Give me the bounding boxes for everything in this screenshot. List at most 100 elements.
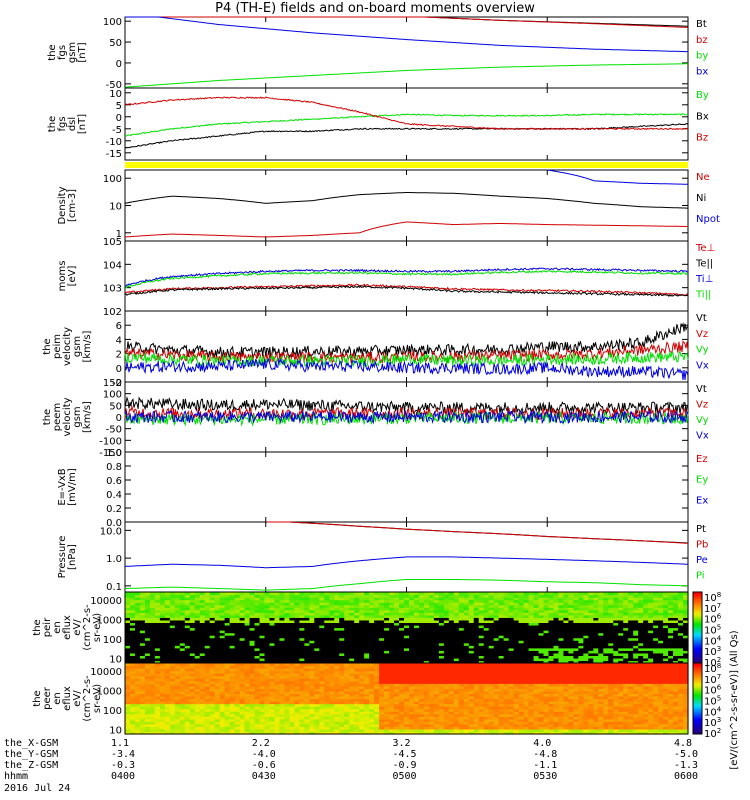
heatmap-cell <box>389 602 395 606</box>
heatmap-cell <box>394 624 400 629</box>
heatmap-cell <box>244 627 251 631</box>
heatmap-cell <box>418 597 425 601</box>
heatmap-cell <box>568 604 574 608</box>
heatmap-cell <box>678 609 684 613</box>
heatmap-cell <box>219 675 226 679</box>
heatmap-cell <box>294 607 300 611</box>
heatmap-cell <box>458 627 465 631</box>
heatmap-cell <box>643 657 649 662</box>
heatmap-cell <box>154 660 161 664</box>
heatmap-cell <box>643 635 649 639</box>
figure-title: P4 (TH-E) fields and on-board moments ov… <box>215 1 535 16</box>
heatmap-cell <box>179 731 186 735</box>
heatmap-cell <box>533 614 540 618</box>
heatmap-cell <box>249 627 256 631</box>
heatmap-cell <box>374 597 380 601</box>
heatmap-cell <box>279 647 286 651</box>
heatmap-cell <box>438 624 445 629</box>
heatmap-cell <box>598 637 604 641</box>
heatmap-cell <box>159 594 166 598</box>
heatmap-cell <box>339 708 345 712</box>
heatmap-cell <box>269 640 276 644</box>
heatmap-cell <box>239 630 246 634</box>
heatmap-cell <box>189 728 196 733</box>
heatmap-cell <box>448 614 455 618</box>
heatmap-cell <box>259 650 266 654</box>
heatmap-cell <box>339 635 345 639</box>
heatmap-cell <box>179 632 186 636</box>
heatmap-cell <box>179 701 186 705</box>
heatmap-cell <box>638 612 644 616</box>
heatmap-cell <box>299 675 305 679</box>
heatmap-cell <box>384 619 390 624</box>
heatmap-cell <box>404 652 410 656</box>
heatmap-cell <box>498 647 505 651</box>
heatmap-cell <box>438 632 445 636</box>
heatmap-cell <box>254 645 261 649</box>
heatmap-cell <box>125 652 131 656</box>
heatmap-cell <box>633 607 639 611</box>
heatmap-cell <box>199 652 206 656</box>
heatmap-cell <box>229 602 236 606</box>
heatmap-cell <box>279 617 286 621</box>
heatmap-cell <box>184 650 191 654</box>
heatmap-cell <box>249 711 256 715</box>
heatmap-cell <box>678 630 684 634</box>
heatmap-cell <box>653 599 659 603</box>
heatmap-cell <box>463 597 470 601</box>
heatmap-cell <box>314 711 320 715</box>
heatmap-cell <box>164 680 171 684</box>
y-axis-label: en <box>52 692 63 705</box>
y-tick-label: 50 <box>109 38 122 49</box>
y-tick-label: 100 <box>103 706 122 717</box>
heatmap-cell <box>154 701 161 705</box>
heatmap-cell <box>239 703 246 707</box>
heatmap-cell <box>249 665 256 669</box>
heatmap-cell <box>169 655 176 659</box>
heatmap-cell <box>359 663 365 667</box>
heatmap-cell <box>523 619 530 624</box>
heatmap-cell <box>219 619 226 624</box>
heatmap-cell <box>244 630 251 634</box>
heatmap-cell <box>169 728 176 733</box>
heatmap-cell <box>548 599 555 603</box>
heatmap-cell <box>643 599 649 603</box>
heatmap-cell <box>558 597 565 601</box>
heatmap-cell <box>234 645 241 649</box>
heatmap-cell <box>334 713 340 717</box>
heatmap-cell <box>249 594 256 598</box>
heatmap-cell <box>364 688 370 692</box>
heatmap-cell <box>309 668 315 672</box>
heatmap-cell <box>259 706 266 710</box>
heatmap-cell <box>279 604 286 608</box>
heatmap-cell <box>513 612 520 616</box>
heatmap-cell <box>379 660 385 664</box>
heatmap-cell <box>563 635 570 639</box>
heatmap-cell <box>558 647 565 651</box>
heatmap-cell <box>219 599 226 603</box>
heatmap-cell <box>244 607 251 611</box>
heatmap-cell <box>219 617 226 621</box>
heatmap-cell <box>404 630 410 634</box>
heatmap-cell <box>199 673 206 677</box>
heatmap-cell <box>279 718 286 722</box>
heatmap-cell <box>613 630 619 634</box>
heatmap-cell <box>194 726 201 730</box>
heatmap-cell <box>354 728 360 733</box>
heatmap-cell <box>618 619 624 624</box>
heatmap-cell <box>199 716 206 720</box>
heatmap-cell <box>264 716 271 720</box>
heatmap-cell <box>354 685 360 689</box>
heatmap-cell <box>374 607 380 611</box>
heatmap-cell <box>214 706 221 710</box>
heatmap-cell <box>408 627 415 631</box>
heatmap-cell <box>139 617 146 621</box>
heatmap-cell <box>553 622 560 626</box>
heatmap-cell <box>199 640 206 644</box>
heatmap-cell <box>369 602 375 606</box>
heatmap-cell <box>613 642 619 646</box>
heatmap-cell <box>319 624 325 629</box>
heatmap-cell <box>653 657 659 662</box>
